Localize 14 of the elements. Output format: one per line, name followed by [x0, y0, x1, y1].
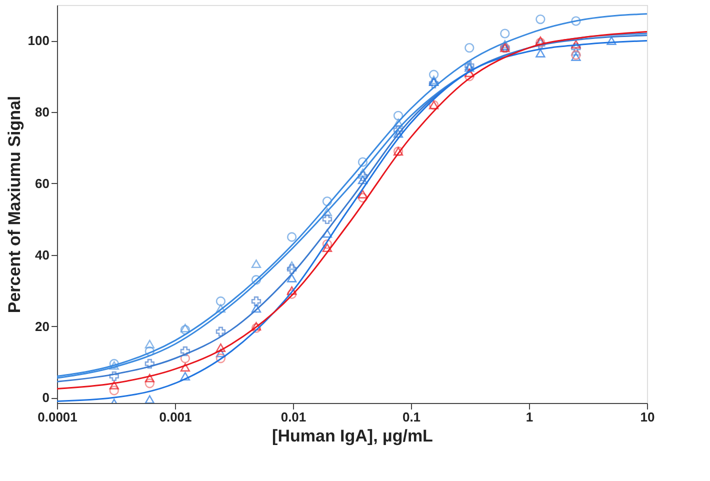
- x-tick-label: 1: [526, 410, 534, 424]
- x-tick-label: 0.01: [280, 410, 306, 424]
- y-tick-label: 0: [42, 390, 50, 406]
- x-tick-label: 10: [640, 410, 655, 424]
- y-tick-label: 20: [35, 318, 50, 334]
- x-tick-label: 0.0001: [38, 410, 78, 424]
- y-tick-label: 100: [28, 33, 50, 48]
- x-tick-label: 0.1: [402, 410, 421, 424]
- x-axis-title: [Human IgA], µg/mL: [272, 426, 433, 446]
- y-axis-title: Percent of Maxiumu Signal: [4, 96, 24, 314]
- x-tick-label: 0.001: [159, 410, 192, 424]
- y-tick-label: 60: [35, 176, 50, 191]
- y-tick-label: 40: [35, 247, 50, 262]
- y-tick-label: 80: [35, 104, 50, 120]
